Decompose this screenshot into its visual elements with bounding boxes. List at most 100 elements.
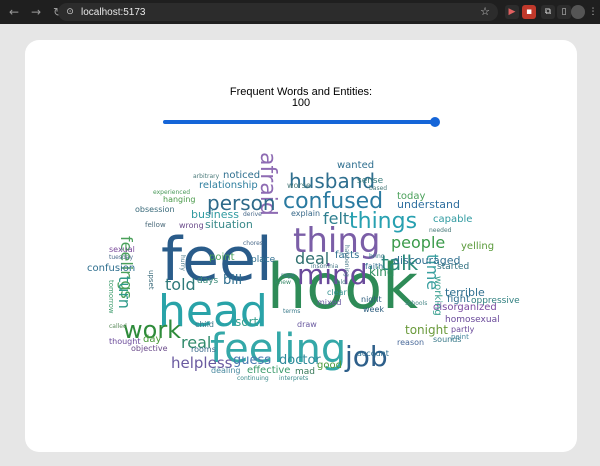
- cloud-word-bill: bill: [223, 273, 242, 288]
- cloud-word-sense: sense: [357, 176, 384, 186]
- cloud-word-good: good: [317, 360, 342, 371]
- cloud-word-rooms: rooms: [191, 345, 216, 354]
- cloud-word-worse: worse: [287, 181, 311, 190]
- cloud-word-child: child: [195, 320, 214, 329]
- cloud-word-interprets: interprets: [279, 375, 308, 382]
- cloud-word-insomnia: insomnia: [311, 263, 339, 270]
- cloud-word-homosexual: homosexual: [445, 315, 500, 325]
- cloud-word-fellow: fellow: [145, 221, 166, 229]
- cloud-word-fight: fight: [447, 294, 470, 305]
- star-icon[interactable]: ☆: [480, 5, 490, 18]
- cloud-word-arbitrary: arbitrary: [193, 173, 220, 180]
- cloud-word-felt: felt: [323, 209, 349, 228]
- cloud-word-paint: paint: [451, 333, 469, 341]
- cloud-word-night: night: [361, 295, 382, 304]
- cloud-word-capable: capable: [433, 214, 472, 225]
- cloud-word-sounds: sounds: [433, 335, 461, 344]
- cloud-word-based: based: [369, 185, 387, 192]
- cloud-word-helpless: helpless: [171, 354, 233, 372]
- cloud-word-told: told: [165, 275, 196, 294]
- cloud-word-today: today: [397, 191, 426, 202]
- cloud-word-draw: draw: [297, 320, 317, 329]
- cloud-word-mad: mad: [295, 367, 315, 377]
- url-text: localhost:5173: [81, 6, 146, 18]
- word-count-slider-thumb[interactable]: [430, 117, 440, 127]
- cloud-word-faith: faith: [365, 262, 383, 271]
- cloud-word-continuing: continuing: [237, 375, 269, 382]
- word-count-slider-track[interactable]: [163, 120, 436, 124]
- cloud-word-dealing: dealing: [211, 366, 241, 375]
- cloud-word-real: real: [181, 333, 211, 352]
- cloud-word-noticed: noticed: [223, 170, 260, 181]
- cloud-word-point: point: [209, 252, 235, 263]
- browser-toolbar: ← → ↻ ⊙ localhost:5173 ☆ ▶ ▪ ⧉ ▯ ⋮: [0, 0, 600, 24]
- extension-icon[interactable]: ▪: [522, 5, 536, 19]
- cloud-word-day: day: [143, 334, 161, 345]
- cloud-word-discouraged: discouraged: [393, 254, 461, 267]
- cloud-word-head: head: [158, 286, 268, 337]
- cloud-word-derive: derive: [243, 211, 262, 218]
- cloud-word-schools: schools: [405, 300, 427, 307]
- panel-title: Frequent Words and Entities:: [229, 86, 373, 98]
- cloud-word-working: working: [432, 276, 443, 316]
- profile-avatar[interactable]: [571, 5, 585, 19]
- cloud-word-wrong: wrong: [179, 221, 204, 230]
- sidebar-icon[interactable]: ▯: [557, 5, 571, 19]
- address-bar[interactable]: ⊙ localhost:5173 ☆: [58, 3, 498, 21]
- cloud-word-oppressive: oppressive: [471, 296, 520, 306]
- cloud-word-thing: thing: [293, 221, 380, 261]
- cloud-word-people: people: [391, 233, 445, 252]
- cloud-word-husband: husband: [289, 169, 375, 193]
- word-count: 100: [291, 97, 311, 109]
- cloud-word-effective: effective: [247, 365, 290, 376]
- menu-icon[interactable]: ⋮: [586, 5, 600, 19]
- extension-icon[interactable]: ▶: [505, 5, 519, 19]
- cloud-word-time: time: [423, 254, 442, 290]
- cloud-word-rage: rage: [281, 272, 295, 279]
- cloud-word-mixed: mixed: [317, 298, 342, 307]
- cloud-word-deal: deal: [295, 249, 329, 268]
- cloud-word-started: started: [437, 262, 469, 272]
- cloud-word-business: business: [191, 208, 239, 221]
- cloud-word-week: week: [363, 305, 384, 314]
- cloud-word-upset: upset: [147, 270, 155, 290]
- word-cloud-card: Frequent Words and Entities: 100 hook fee…: [25, 40, 577, 452]
- cloud-word-hurry: hurry: [179, 255, 186, 271]
- cloud-word-experienced: experienced: [153, 189, 190, 196]
- cloud-word-clear: clear: [327, 288, 347, 297]
- cloud-word-happening: happening: [343, 245, 350, 277]
- cloud-word-disorganized: disorganized: [433, 302, 497, 313]
- cloud-word-wanted: wanted: [337, 160, 374, 171]
- cloud-word-feelings: feelings: [117, 236, 136, 299]
- cloud-word-tonight: tonight: [405, 323, 448, 337]
- cloud-word-things: things: [349, 209, 417, 234]
- cloud-word-bring: bring: [369, 253, 385, 260]
- cloud-word-facts: facts: [335, 250, 359, 261]
- cloud-word-terrible: terrible: [445, 286, 485, 299]
- cloud-word-terms: terms: [283, 308, 300, 315]
- cloud-word-tuesday: tuesday: [109, 254, 133, 261]
- cloud-word-needed: needed: [429, 227, 452, 234]
- cloud-word-guess: guess: [233, 353, 271, 368]
- cloud-word-yelling: yelling: [461, 241, 494, 252]
- cloud-word-hold: hold: [333, 279, 346, 286]
- cloud-word-feeling: feeling: [210, 326, 346, 372]
- cloud-word-partly: partly: [451, 325, 475, 334]
- forward-icon[interactable]: →: [30, 5, 42, 19]
- cloud-word-account: account: [357, 349, 389, 358]
- cloud-word-obsession: obsession: [135, 205, 175, 214]
- site-info-icon[interactable]: ⊙: [66, 7, 74, 17]
- cloud-word-relationship: relationship: [199, 180, 258, 191]
- cloud-word-place: place: [251, 255, 276, 265]
- cloud-word-mind: mind: [297, 258, 368, 291]
- back-icon[interactable]: ←: [8, 5, 20, 19]
- cloud-word-chores: chores: [243, 240, 263, 247]
- cloud-word-understand: understand: [397, 198, 460, 211]
- extensions-puzzle-icon[interactable]: ⧉: [541, 5, 555, 19]
- cloud-word-feel: feel: [161, 225, 273, 295]
- cloud-word-objective: objective: [131, 344, 168, 353]
- cloud-word-afraid: afraid: [255, 152, 280, 216]
- cloud-word-explain: explain: [291, 209, 320, 218]
- cloud-word-job: job: [344, 340, 388, 373]
